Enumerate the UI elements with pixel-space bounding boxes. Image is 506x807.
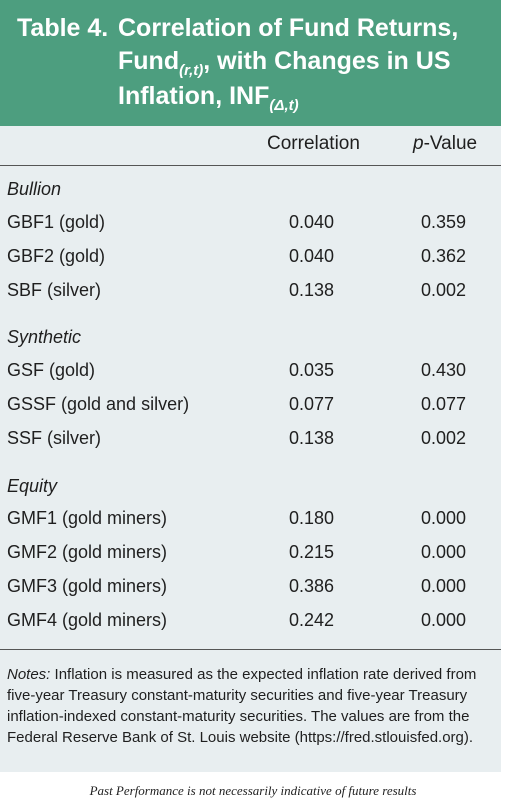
table-row: SBF (silver) 0.138 0.002 [0,280,501,310]
section-heading-equity: Equity [7,476,58,496]
fund-label: SBF (silver) [7,280,101,300]
correlation-value: 0.040 [289,246,335,266]
title-inf-subscript: (Δ,t) [269,97,299,114]
pvalue-value: 0.000 [421,576,467,596]
correlation-value: 0.035 [289,360,335,380]
table-title-line1: Correlation of Fund Returns, [118,14,459,42]
table-row: GMF2 (gold miners) 0.215 0.000 [0,542,501,572]
fund-label: GSSF (gold and silver) [7,394,190,414]
title-fund-subscript: (r,t) [179,62,204,79]
fund-label: GMF1 (gold miners) [7,508,168,528]
table-row: GBF2 (gold) 0.040 0.362 [0,246,501,276]
title-inflation: Inflation, INF [118,82,270,110]
fund-label: GMF3 (gold miners) [7,576,168,596]
table-card: Table 4. Correlation of Fund Returns, Fu… [0,0,501,772]
section-heading-bullion: Bullion [7,179,62,199]
fund-label: GMF4 (gold miners) [7,610,168,630]
table-row: GSF (gold) 0.035 0.430 [0,360,501,390]
disclaimer-caption: Past Performance is not necessarily indi… [89,783,417,798]
correlation-value: 0.242 [289,610,335,630]
header-rule [0,165,501,166]
pvalue-rest: -Value [423,133,478,154]
pvalue-value: 0.002 [421,428,467,448]
correlation-value: 0.077 [289,394,335,414]
fund-label: GBF1 (gold) [7,212,106,232]
pvalue-value: 0.430 [421,360,467,380]
table-title-line2: Fund(r,t), with Changes in US [118,47,451,79]
footer-rule [0,649,501,650]
column-header-pvalue: p-Value [413,133,477,155]
table-header: Table 4. Correlation of Fund Returns, Fu… [0,0,501,126]
table-row: GMF4 (gold miners) 0.242 0.000 [0,610,501,640]
pvalue-italic: p [413,133,424,154]
correlation-value: 0.180 [289,508,335,528]
pvalue-value: 0.077 [421,394,467,414]
pvalue-value: 0.000 [421,508,467,528]
table-number: Table 4. [17,14,109,42]
correlation-value: 0.215 [289,542,335,562]
table-row: GMF1 (gold miners) 0.180 0.000 [0,508,501,538]
pvalue-value: 0.000 [421,610,467,630]
table-row: GBF1 (gold) 0.040 0.359 [0,212,501,242]
section-heading-synthetic: Synthetic [7,327,82,347]
fund-label: SSF (silver) [7,428,101,448]
correlation-value: 0.386 [289,576,335,596]
correlation-value: 0.138 [289,280,335,300]
notes-text: Inflation is measured as the expected in… [7,666,477,746]
correlation-value: 0.040 [289,212,335,232]
pvalue-value: 0.359 [421,212,467,232]
correlation-value: 0.138 [289,428,335,448]
title-fund: Fund [118,47,180,75]
table-row: SSF (silver) 0.138 0.002 [0,428,501,458]
table-row: GMF3 (gold miners) 0.386 0.000 [0,576,501,606]
notes-label: Notes: [7,666,51,683]
title-line2-rest: , with Changes in US [203,47,451,75]
pvalue-value: 0.002 [421,280,467,300]
pvalue-value: 0.000 [421,542,467,562]
fund-label: GMF2 (gold miners) [7,542,168,562]
column-header-correlation: Correlation [267,133,360,154]
table-notes: Notes: Inflation is measured as the expe… [7,664,497,748]
fund-label: GBF2 (gold) [7,246,106,266]
fund-label: GSF (gold) [7,360,96,380]
table-title-line3: Inflation, INF(Δ,t) [118,82,299,114]
table-row: GSSF (gold and silver) 0.077 0.077 [0,394,501,424]
pvalue-value: 0.362 [421,246,467,266]
